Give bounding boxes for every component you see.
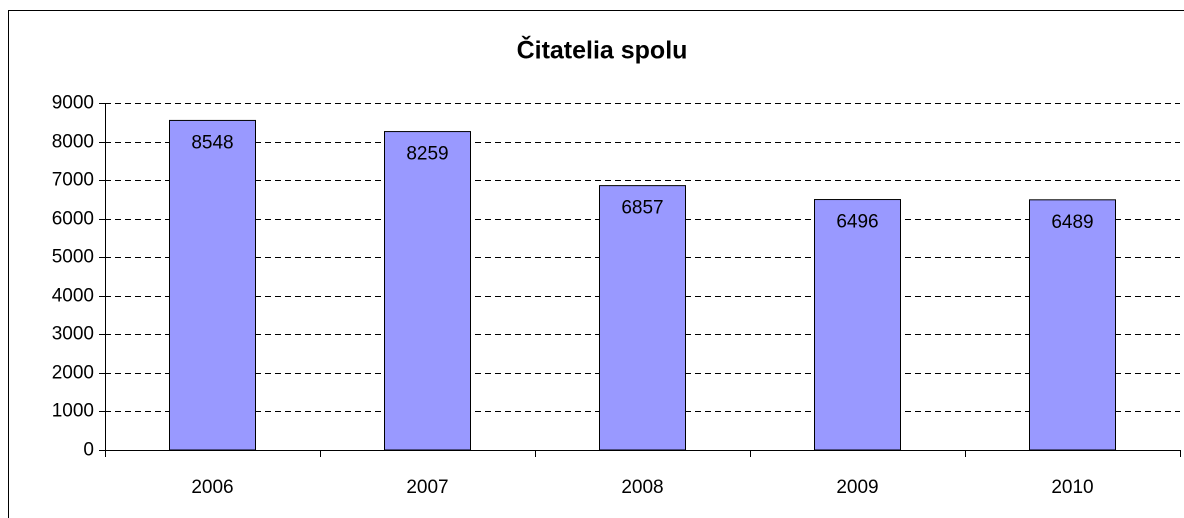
y-tick-label: 6000 xyxy=(52,209,94,230)
y-tick-label: 2000 xyxy=(52,363,94,384)
y-tick-label: 1000 xyxy=(52,401,94,422)
y-tick-label: 5000 xyxy=(52,247,94,268)
x-tick-label: 2006 xyxy=(191,477,233,498)
y-tick-label: 0 xyxy=(83,440,94,461)
data-label: 6489 xyxy=(1051,212,1093,233)
chart-title: Čitatelia spolu xyxy=(517,35,688,65)
y-tick-label: 8000 xyxy=(52,132,94,153)
bar xyxy=(1029,199,1116,451)
bar xyxy=(814,199,901,451)
y-tick-label: 3000 xyxy=(52,324,94,345)
x-tick-label: 2007 xyxy=(406,477,448,498)
x-tick-label: 2008 xyxy=(621,477,663,498)
data-label: 8259 xyxy=(406,144,448,165)
data-label: 6857 xyxy=(621,198,663,219)
bar xyxy=(384,131,471,451)
y-tick-label: 4000 xyxy=(52,286,94,307)
x-tick-label: 2010 xyxy=(1051,477,1093,498)
y-tick-label: 7000 xyxy=(52,170,94,191)
x-tick-label: 2009 xyxy=(836,477,878,498)
data-label: 6496 xyxy=(836,212,878,233)
y-tick-label: 9000 xyxy=(52,93,94,114)
bar xyxy=(599,185,686,451)
bar xyxy=(169,119,256,451)
data-label: 8548 xyxy=(191,132,233,153)
